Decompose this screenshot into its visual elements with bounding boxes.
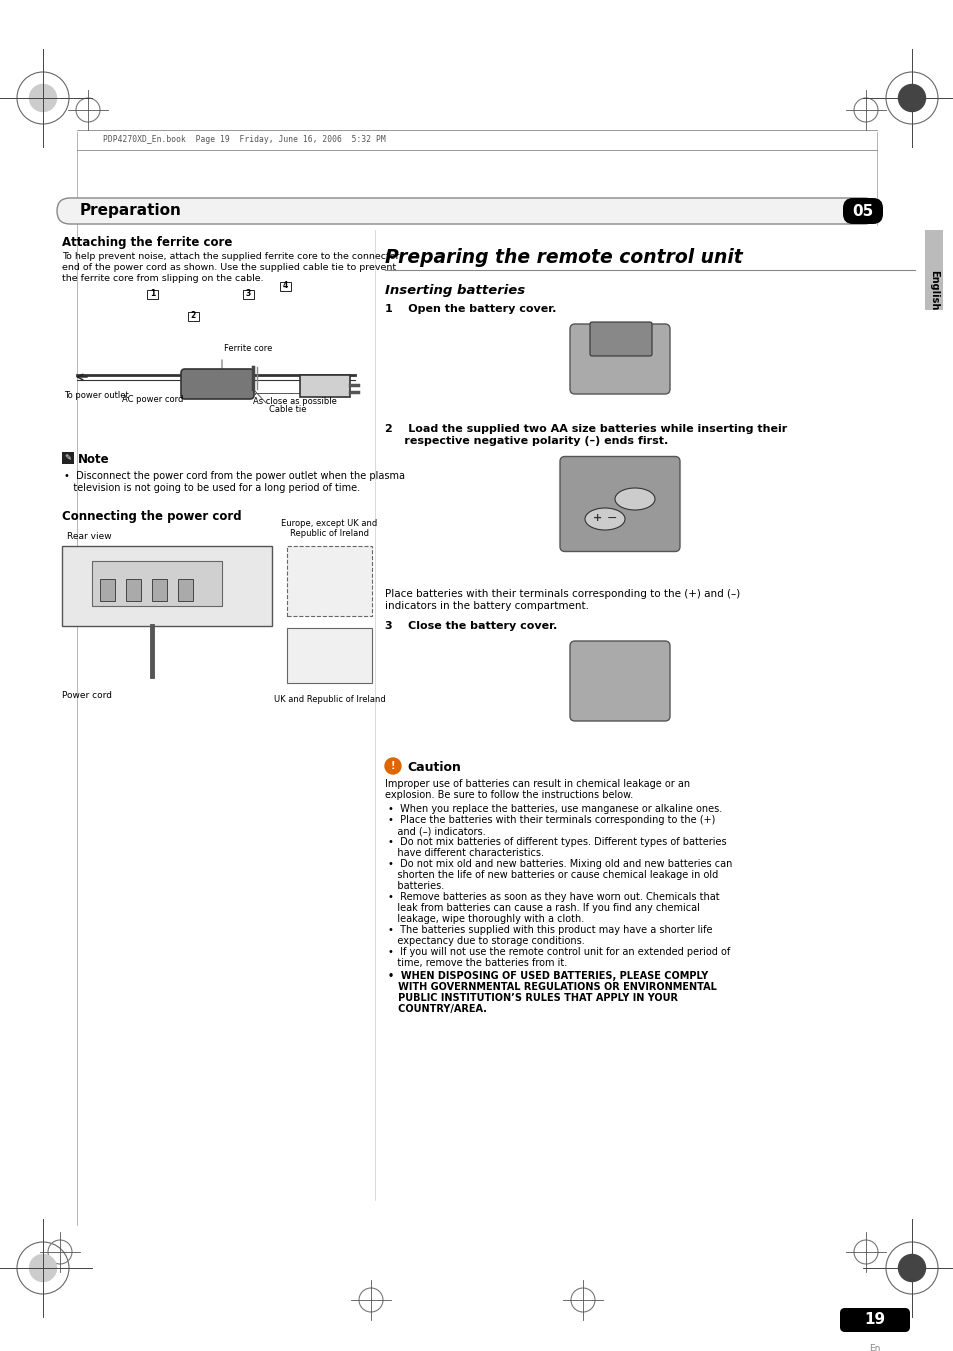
Text: shorten the life of new batteries or cause chemical leakage in old: shorten the life of new batteries or cau… bbox=[388, 870, 718, 880]
Circle shape bbox=[898, 85, 924, 112]
Text: −: − bbox=[606, 512, 617, 524]
Text: 3    Close the battery cover.: 3 Close the battery cover. bbox=[385, 621, 557, 631]
Text: 19: 19 bbox=[863, 1313, 884, 1328]
Text: En: En bbox=[868, 1344, 880, 1351]
Ellipse shape bbox=[584, 508, 624, 530]
FancyBboxPatch shape bbox=[569, 640, 669, 721]
Text: respective negative polarity (–) ends first.: respective negative polarity (–) ends fi… bbox=[385, 436, 667, 446]
Text: Ferrite core: Ferrite core bbox=[224, 345, 273, 353]
Ellipse shape bbox=[615, 488, 655, 509]
FancyBboxPatch shape bbox=[589, 322, 651, 357]
FancyBboxPatch shape bbox=[243, 290, 253, 299]
Text: 1: 1 bbox=[150, 289, 155, 299]
Text: ✎: ✎ bbox=[65, 454, 71, 462]
Text: •  WHEN DISPOSING OF USED BATTERIES, PLEASE COMPLY: • WHEN DISPOSING OF USED BATTERIES, PLEA… bbox=[388, 971, 707, 981]
Text: UK and Republic of Ireland: UK and Republic of Ireland bbox=[274, 694, 385, 704]
Text: •  When you replace the batteries, use manganese or alkaline ones.: • When you replace the batteries, use ma… bbox=[388, 804, 721, 815]
Text: expectancy due to storage conditions.: expectancy due to storage conditions. bbox=[388, 936, 584, 946]
Text: PDP4270XD_En.book  Page 19  Friday, June 16, 2006  5:32 PM: PDP4270XD_En.book Page 19 Friday, June 1… bbox=[103, 135, 385, 145]
Text: WITH GOVERNMENTAL REGULATIONS OR ENVIRONMENTAL: WITH GOVERNMENTAL REGULATIONS OR ENVIRON… bbox=[388, 982, 716, 992]
Text: +: + bbox=[593, 513, 602, 523]
Text: Connecting the power cord: Connecting the power cord bbox=[62, 509, 241, 523]
Text: end of the power cord as shown. Use the supplied cable tie to prevent: end of the power cord as shown. Use the … bbox=[62, 263, 395, 272]
Text: 3: 3 bbox=[246, 289, 251, 299]
Text: Cable tie: Cable tie bbox=[269, 405, 306, 413]
Text: To power outlet: To power outlet bbox=[64, 390, 129, 400]
Text: As close as possible: As close as possible bbox=[253, 397, 336, 407]
Circle shape bbox=[385, 758, 400, 774]
Text: time, remove the batteries from it.: time, remove the batteries from it. bbox=[388, 958, 567, 969]
Bar bbox=[178, 580, 193, 601]
Text: Preparing the remote control unit: Preparing the remote control unit bbox=[385, 249, 742, 267]
Circle shape bbox=[30, 1255, 56, 1282]
FancyBboxPatch shape bbox=[842, 199, 882, 224]
Text: •  Remove batteries as soon as they have worn out. Chemicals that: • Remove batteries as soon as they have … bbox=[388, 892, 719, 902]
FancyBboxPatch shape bbox=[147, 290, 158, 299]
Text: explosion. Be sure to follow the instructions below.: explosion. Be sure to follow the instruc… bbox=[385, 790, 633, 800]
Text: !: ! bbox=[391, 761, 395, 771]
Text: •  Disconnect the power cord from the power outlet when the plasma: • Disconnect the power cord from the pow… bbox=[64, 471, 405, 481]
Text: Europe, except UK and
Republic of Ireland: Europe, except UK and Republic of Irelan… bbox=[281, 519, 377, 538]
FancyBboxPatch shape bbox=[188, 312, 199, 322]
Circle shape bbox=[30, 85, 56, 112]
Bar bbox=[62, 453, 74, 463]
Bar bbox=[299, 376, 350, 397]
Text: Preparation: Preparation bbox=[80, 204, 182, 219]
Text: •  Do not mix old and new batteries. Mixing old and new batteries can: • Do not mix old and new batteries. Mixi… bbox=[388, 859, 732, 869]
Text: have different characteristics.: have different characteristics. bbox=[388, 848, 543, 858]
Text: English: English bbox=[928, 270, 938, 311]
Text: Attaching the ferrite core: Attaching the ferrite core bbox=[62, 236, 233, 249]
FancyBboxPatch shape bbox=[569, 324, 669, 394]
FancyBboxPatch shape bbox=[57, 199, 876, 224]
FancyBboxPatch shape bbox=[840, 1308, 909, 1332]
Text: television is not going to be used for a long period of time.: television is not going to be used for a… bbox=[64, 484, 359, 493]
Circle shape bbox=[898, 1255, 924, 1282]
Text: Caution: Caution bbox=[407, 761, 460, 774]
Bar bbox=[100, 580, 115, 601]
Text: 05: 05 bbox=[851, 204, 873, 219]
Text: batteries.: batteries. bbox=[388, 881, 444, 892]
Bar bbox=[287, 546, 372, 616]
FancyBboxPatch shape bbox=[181, 369, 253, 399]
Bar bbox=[924, 230, 942, 309]
Text: indicators in the battery compartment.: indicators in the battery compartment. bbox=[385, 601, 588, 611]
Text: 2: 2 bbox=[191, 312, 196, 320]
Text: Rear view: Rear view bbox=[67, 532, 112, 540]
Text: 1    Open the battery cover.: 1 Open the battery cover. bbox=[385, 304, 556, 313]
Text: •  If you will not use the remote control unit for an extended period of: • If you will not use the remote control… bbox=[388, 947, 729, 957]
Bar bbox=[62, 546, 272, 626]
Text: Power cord: Power cord bbox=[62, 690, 112, 700]
Text: COUNTRY/AREA.: COUNTRY/AREA. bbox=[388, 1004, 486, 1015]
Text: •  Do not mix batteries of different types. Different types of batteries: • Do not mix batteries of different type… bbox=[388, 838, 726, 847]
Text: •  The batteries supplied with this product may have a shorter life: • The batteries supplied with this produ… bbox=[388, 925, 712, 935]
Text: 2    Load the supplied two AA size batteries while inserting their: 2 Load the supplied two AA size batterie… bbox=[385, 424, 786, 434]
Text: Inserting batteries: Inserting batteries bbox=[385, 284, 524, 297]
Bar bbox=[126, 580, 141, 601]
Text: leakage, wipe thoroughly with a cloth.: leakage, wipe thoroughly with a cloth. bbox=[388, 915, 583, 924]
Text: To help prevent noise, attach the supplied ferrite core to the connector: To help prevent noise, attach the suppli… bbox=[62, 253, 399, 261]
FancyBboxPatch shape bbox=[559, 457, 679, 551]
Text: 4: 4 bbox=[283, 281, 288, 290]
Text: •  Place the batteries with their terminals corresponding to the (+): • Place the batteries with their termina… bbox=[388, 815, 715, 825]
Text: PUBLIC INSTITUTION’S RULES THAT APPLY IN YOUR: PUBLIC INSTITUTION’S RULES THAT APPLY IN… bbox=[388, 993, 678, 1002]
Bar bbox=[152, 580, 167, 601]
Text: Improper use of batteries can result in chemical leakage or an: Improper use of batteries can result in … bbox=[385, 780, 689, 789]
FancyBboxPatch shape bbox=[280, 282, 291, 290]
Text: and (–) indicators.: and (–) indicators. bbox=[388, 825, 485, 836]
Text: Place batteries with their terminals corresponding to the (+) and (–): Place batteries with their terminals cor… bbox=[385, 589, 740, 598]
Text: Note: Note bbox=[78, 453, 110, 466]
Text: AC power cord: AC power cord bbox=[122, 394, 183, 404]
Bar bbox=[287, 628, 372, 684]
Text: leak from batteries can cause a rash. If you find any chemical: leak from batteries can cause a rash. If… bbox=[388, 902, 700, 913]
Bar bbox=[91, 561, 222, 607]
Text: the ferrite core from slipping on the cable.: the ferrite core from slipping on the ca… bbox=[62, 274, 263, 282]
